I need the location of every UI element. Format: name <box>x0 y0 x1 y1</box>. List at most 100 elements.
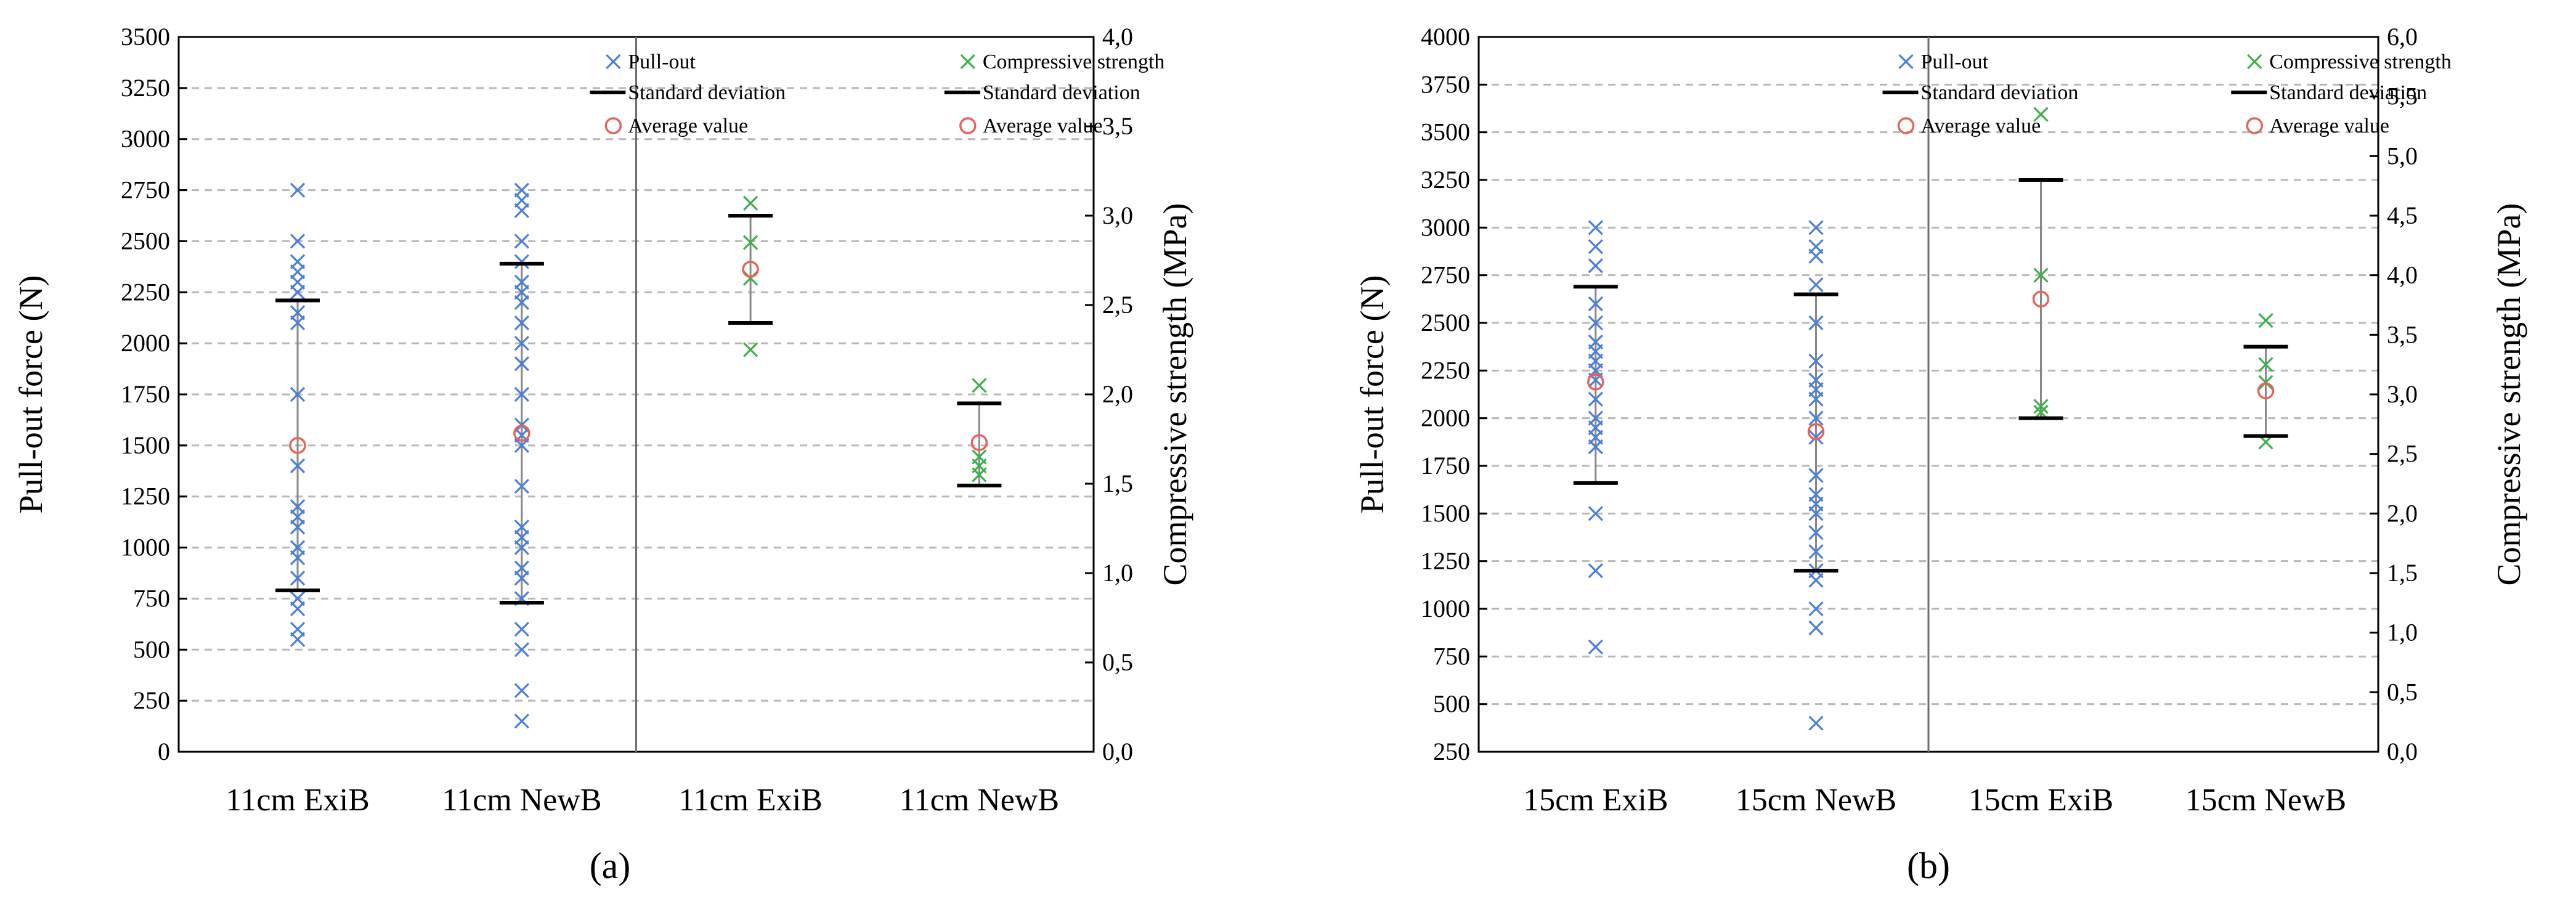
y-right-tick-label: 6,0 <box>2387 23 2418 51</box>
data-point <box>1588 391 1603 407</box>
legend-left: Pull-out Standard deviation Average value <box>1882 51 2079 137</box>
y-right-tick-label: 5,0 <box>2387 142 2418 169</box>
data-point <box>2033 107 2049 122</box>
data-point <box>1808 544 1824 560</box>
data-point <box>742 195 758 211</box>
y-left-tick-label: 2250 <box>121 278 170 306</box>
average-marker <box>2032 290 2050 308</box>
legend-marker-series <box>606 54 621 70</box>
data-point <box>514 182 530 198</box>
data-point <box>514 356 530 372</box>
y-axis-title-right: Compressive strength (MPa) <box>2490 203 2527 586</box>
panel-label: (b) <box>1907 845 1950 886</box>
y-left-tick-label: 1500 <box>121 431 170 459</box>
legend-label-average: Average value <box>983 115 1103 137</box>
y-left-tick-label: 3750 <box>1421 70 1470 98</box>
data-point <box>1808 239 1824 255</box>
data-point <box>1808 430 1824 445</box>
y-left-tick-label: 750 <box>1433 642 1470 670</box>
average-marker <box>2257 382 2275 399</box>
data-point <box>2033 267 2049 283</box>
legend-label-series: Compressive strength <box>983 51 1165 73</box>
y-right-tick-label: 0,0 <box>1102 738 1133 765</box>
y-right-tick-label: 2,0 <box>1102 380 1133 408</box>
legend-label-series: Pull-out <box>1921 51 1989 73</box>
legend-right: Compressive strength Standard deviation Av… <box>944 51 1165 137</box>
data-point <box>514 479 530 494</box>
data-point <box>514 683 530 698</box>
legend-label-series: Pull-out <box>628 51 696 73</box>
data-point <box>972 449 987 465</box>
y-right-tick-label: 2,5 <box>2387 440 2418 468</box>
y-left-tick-label: 0 <box>158 738 170 765</box>
data-point <box>514 386 530 402</box>
data-point <box>1588 639 1603 654</box>
data-group <box>2243 313 2288 450</box>
category-label: 11cm NewB <box>442 783 601 818</box>
data-point <box>742 342 758 357</box>
category-label: 15cm NewB <box>1736 783 1896 818</box>
legend-marker-series <box>1898 54 1914 70</box>
y-left-tick-label: 2750 <box>121 176 170 204</box>
y-right-tick-label: 0,0 <box>2387 738 2418 765</box>
data-point <box>1588 258 1603 274</box>
y-right-tick-label: 1,0 <box>2387 619 2418 646</box>
y-left-tick-label: 3000 <box>121 125 170 153</box>
data-point <box>1588 506 1603 521</box>
category-label: 15cm ExiB <box>1523 783 1668 818</box>
y-right-tick-label: 5,5 <box>2387 83 2418 110</box>
y-left-tick-label: 2750 <box>1421 261 1470 289</box>
legend-right: Compressive strength Standard deviation Av… <box>2231 51 2452 137</box>
data-point <box>1808 353 1824 369</box>
data-point <box>514 234 530 249</box>
data-point <box>514 254 530 269</box>
data-group <box>1573 220 1618 654</box>
data-point <box>290 499 306 515</box>
legend-left: Pull-out Standard deviation Average value <box>590 51 786 137</box>
data-group <box>275 182 320 647</box>
y-left-tick-label: 1750 <box>1421 452 1470 479</box>
average-marker <box>1807 423 1825 441</box>
y-left-tick-label: 1250 <box>121 483 170 510</box>
data-point <box>514 336 530 351</box>
average-marker <box>970 434 988 452</box>
data-point <box>290 234 306 249</box>
data-point <box>972 378 987 393</box>
category-label: 11cm NewB <box>900 783 1059 818</box>
data-point <box>514 315 530 331</box>
y-right-tick-label: 4,0 <box>1102 23 1133 51</box>
data-point <box>514 519 530 535</box>
y-right-tick-label: 3,0 <box>2387 380 2418 408</box>
y-left-tick-label: 3250 <box>1421 166 1470 193</box>
y-right-tick-label: 4,5 <box>2387 202 2418 229</box>
y-right-tick-label: 3,5 <box>2387 320 2418 348</box>
panel-b: 250 500 750 1000 1250 1500 1750 2000 2250 2500 275… <box>1354 23 2527 886</box>
y-left-tick-label: 250 <box>133 686 170 714</box>
data-group <box>1794 220 1839 731</box>
average-marker <box>289 437 306 454</box>
data-point <box>2033 399 2049 414</box>
legend-label-stddev: Standard deviation <box>1921 81 2079 104</box>
y-left-tick-label: 2250 <box>1421 356 1470 384</box>
data-point <box>1808 487 1824 502</box>
category-label: 15cm ExiB <box>1969 783 2113 818</box>
data-point <box>1588 296 1603 312</box>
average-marker <box>742 261 759 278</box>
y-right-tick-label: 1,0 <box>1102 559 1133 587</box>
data-point <box>1808 601 1824 617</box>
legend-marker-average <box>2246 117 2263 134</box>
panel-a: 0 250 500 750 1000 1250 1500 1750 2000 2250 2500 27… <box>12 23 1193 886</box>
y-axis-title-right: Compressive strength (MPa) <box>1156 203 1193 586</box>
data-point <box>514 622 530 637</box>
y-right-tick-label: 3,0 <box>1102 202 1133 229</box>
y-left-tick-label: 750 <box>133 584 170 612</box>
y-left-tick-label: 500 <box>133 635 170 663</box>
legend-marker-series <box>960 54 975 70</box>
legend-label-average: Average value <box>628 115 748 137</box>
y-left-tick-label: 1500 <box>1421 499 1470 527</box>
y-left-tick-label: 1250 <box>1421 547 1470 575</box>
data-point <box>290 254 306 269</box>
y-right-tick-label: 0,5 <box>2387 678 2418 706</box>
